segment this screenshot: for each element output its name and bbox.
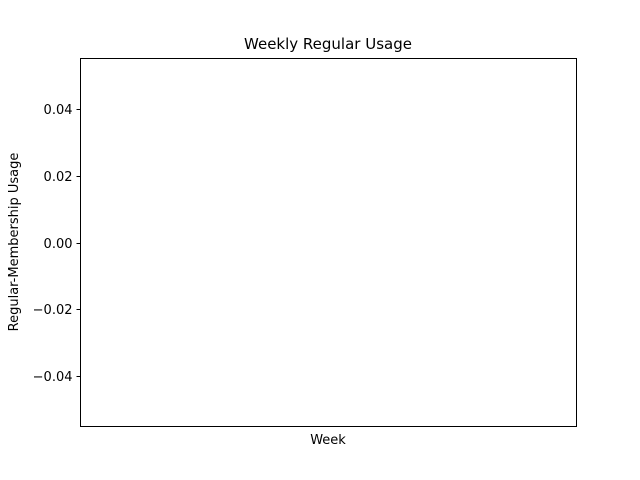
chart-title: Weekly Regular Usage bbox=[244, 35, 412, 53]
y-tick-label: −0.02 bbox=[33, 303, 73, 318]
y-tick-label: 0.04 bbox=[44, 103, 73, 118]
y-tick-label: 0.02 bbox=[44, 170, 73, 185]
y-axis-label: Regular-Membership Usage bbox=[7, 153, 22, 332]
plot-frame bbox=[80, 58, 577, 427]
y-axis-ticks: 0.04 0.02 0.00 −0.02 −0.04 bbox=[33, 103, 81, 385]
y-tick-label: −0.04 bbox=[33, 370, 73, 385]
y-tick-label: 0.00 bbox=[44, 237, 73, 252]
x-axis-label: Week bbox=[310, 433, 346, 448]
plot-area: 0.04 0.02 0.00 −0.02 −0.04 bbox=[33, 58, 577, 427]
